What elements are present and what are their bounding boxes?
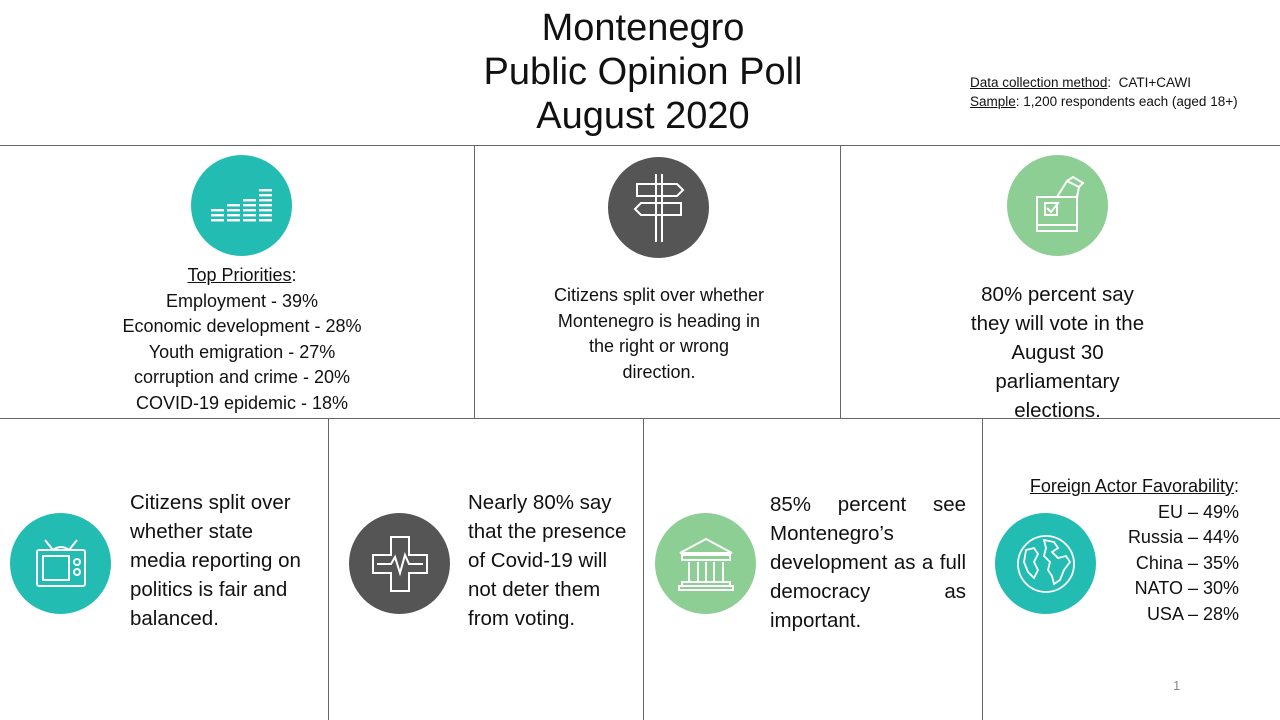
title-line-1: Montenegro	[541, 7, 745, 49]
vote-line: August 30	[1011, 341, 1104, 364]
method-value: CATI+CAWI	[1118, 75, 1191, 90]
vote-line: 80% percent say	[981, 283, 1134, 306]
methodology-note: Data collection method: CATI+CAWI Sample…	[970, 73, 1238, 111]
divider-middle	[0, 418, 1280, 419]
foreign-item: China – 35%	[1135, 552, 1239, 573]
method-row: Data collection method: CATI+CAWI	[970, 75, 1191, 90]
direction-line: direction.	[622, 361, 696, 382]
foreign-item: NATO – 30%	[1134, 578, 1239, 598]
sample-value: 1,200 respondents each (aged 18+)	[1023, 94, 1238, 109]
divider-v3	[328, 418, 329, 720]
title-line-3: August 2020	[536, 95, 750, 137]
foreign-item: Russia – 44%	[1127, 527, 1239, 547]
divider-v4	[643, 418, 644, 720]
foreign-heading: Foreign Actor Favorability	[1029, 476, 1234, 496]
method-label: Data collection method	[970, 75, 1108, 90]
ballot-box-icon	[1007, 155, 1108, 256]
direction-line: Montenegro is heading in	[557, 310, 761, 331]
covid-line: of Covid-19 will	[468, 549, 607, 572]
priorities-heading: Top Priorities	[187, 265, 292, 285]
direction-line: Citizens split over whether	[553, 285, 765, 305]
television-icon	[10, 513, 111, 614]
divider-v5	[982, 418, 983, 720]
foreign-heading-row: Foreign Actor Favorability:	[1029, 476, 1239, 496]
signpost-icon	[608, 157, 709, 258]
page-title: Montenegro Public Opinion Poll August 20…	[443, 6, 843, 138]
medical-cross-icon	[349, 513, 450, 614]
foreign-item: USA – 28%	[1146, 603, 1239, 624]
covid-line: Nearly 80% say	[468, 491, 612, 514]
priority-item: Economic development - 28%	[122, 316, 362, 336]
media-line: balanced.	[130, 607, 219, 630]
government-building-icon	[655, 513, 756, 614]
page-number: 1	[1173, 678, 1181, 693]
divider-v1	[474, 145, 475, 418]
direction-panel: Citizens split over whether Montenegro i…	[530, 283, 788, 385]
media-line: media reporting on	[130, 549, 301, 572]
media-panel: Citizens split over whether state media …	[130, 488, 325, 633]
priority-item: corruption and crime - 20%	[133, 367, 351, 387]
sample-row: Sample: 1,200 respondents each (aged 18+…	[970, 94, 1238, 109]
covid-line: from voting.	[468, 607, 576, 630]
vote-line: parliamentary	[995, 370, 1120, 393]
priorities-panel: Top Priorities: Employment - 39% Economi…	[60, 263, 424, 416]
priority-item: COVID-19 epidemic - 18%	[135, 392, 349, 413]
vote-line: elections.	[1014, 399, 1101, 422]
divider-v2	[840, 145, 841, 418]
covid-panel: Nearly 80% say that the presence of Covi…	[468, 488, 643, 633]
foreign-item: EU – 49%	[1157, 501, 1239, 522]
media-line: whether state	[130, 520, 254, 543]
sample-label: Sample	[970, 94, 1016, 109]
divider-top	[0, 145, 1280, 146]
democracy-text: 85% percent see Montenegro’s development…	[770, 493, 966, 632]
priority-item: Youth emigration - 27%	[148, 341, 336, 362]
bar-chart-icon	[191, 155, 292, 256]
globe-icon	[995, 513, 1096, 614]
media-line: politics is fair and	[130, 578, 288, 601]
priorities-heading-row: Top Priorities:	[187, 265, 297, 285]
title-line-2: Public Opinion Poll	[483, 51, 803, 93]
media-line: Citizens split over	[130, 491, 291, 514]
vote-panel: 80% percent say they will vote in the Au…	[930, 280, 1185, 425]
covid-line: that the presence	[468, 520, 627, 543]
priority-item: Employment - 39%	[165, 290, 319, 311]
foreign-panel: Foreign Actor Favorability: EU – 49% Rus…	[1000, 474, 1239, 627]
direction-line: the right or wrong	[588, 336, 730, 356]
vote-line: they will vote in the	[970, 312, 1145, 335]
covid-line: not deter them	[468, 578, 601, 601]
